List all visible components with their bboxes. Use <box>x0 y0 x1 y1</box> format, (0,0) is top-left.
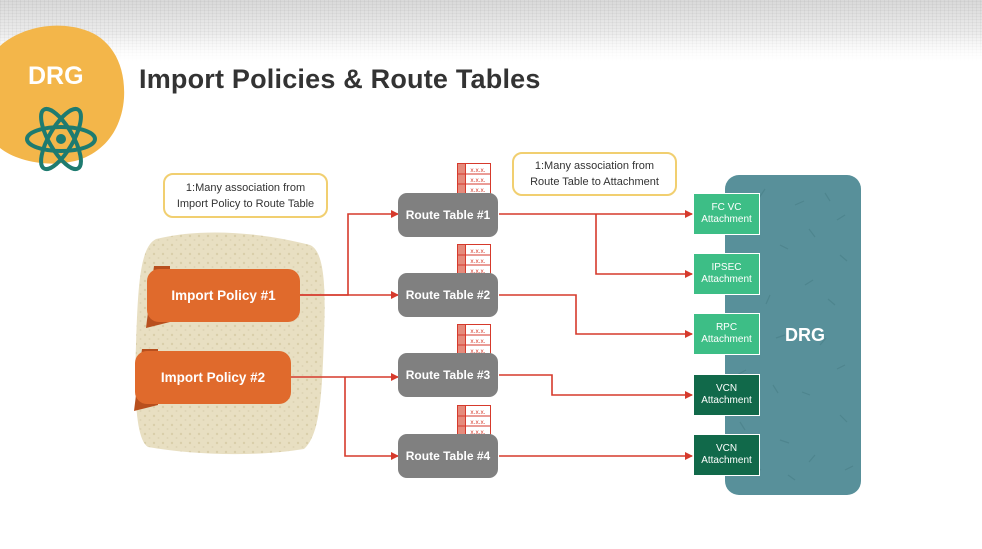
table-cell-text: x.x.x. <box>470 348 485 355</box>
callout-line: 1:Many association from <box>534 160 655 172</box>
attachment-type: IPSEC <box>711 262 742 273</box>
route-table-3[interactable]: Route Table #3 <box>398 353 498 397</box>
attachment-word: Attachment <box>701 395 752 406</box>
drg-label: DRG <box>785 325 825 345</box>
atom-icon <box>25 106 97 172</box>
callout-line: Route Table to Attachment <box>530 176 659 188</box>
callout-line: Import Policy to Route Table <box>176 197 315 210</box>
table-cell-text: x.x.x. <box>470 429 485 436</box>
attachment-fc-vc[interactable]: FC VC Attachment <box>693 193 760 235</box>
import-policy-1[interactable]: Import Policy #1 <box>147 269 300 322</box>
attachment-type: VCN <box>715 443 738 454</box>
arrow-rt2-rpc <box>499 294 693 338</box>
header-texture <box>0 0 982 62</box>
attachment-word: Attachment <box>701 455 752 466</box>
table-cell-text: x.x.x. <box>470 409 485 416</box>
arrow-policy1-rt1 <box>300 210 399 296</box>
table-icon: x.x.x. x.x.x. x.x.x. <box>457 405 491 437</box>
arrow-rt1-ipsec <box>595 214 693 278</box>
attachment-word: Attachment <box>701 214 752 225</box>
table-cell-text: x.x.x. <box>470 328 485 335</box>
attachment-vcn-1[interactable]: VCN Attachment <box>693 374 760 416</box>
route-table-2[interactable]: Route Table #2 <box>398 273 498 317</box>
arrow-rt3-vcn <box>499 374 693 399</box>
route-table-4[interactable]: Route Table #4 <box>398 434 498 478</box>
table-cell-text: x.x.x. <box>470 258 485 265</box>
attachment-type: RPC <box>715 322 738 333</box>
table-cell-text: x.x.x. <box>470 177 485 184</box>
arrow-policy2-rt4 <box>344 377 399 460</box>
table-cell-text: x.x.x. <box>470 167 485 174</box>
attachment-type: VCN <box>715 383 738 394</box>
table-cell-text: x.x.x. <box>470 187 485 194</box>
attachment-rpc[interactable]: RPC Attachment <box>693 313 760 355</box>
route-table-1[interactable]: Route Table #1 <box>398 193 498 237</box>
logo-text: DRG <box>28 62 84 90</box>
import-policy-2[interactable]: Import Policy #2 <box>135 351 291 404</box>
table-icon: x.x.x. x.x.x. x.x.x. <box>457 244 491 276</box>
table-icon: x.x.x. x.x.x. x.x.x. <box>457 163 491 195</box>
table-cell-text: x.x.x. <box>470 419 485 426</box>
callout-line: 1:Many association from <box>185 181 306 194</box>
attachment-vcn-2[interactable]: VCN Attachment <box>693 434 760 476</box>
callout-policy-to-route-table: 1:Many association from Import Policy to… <box>163 173 328 218</box>
attachment-type: FC VC <box>711 202 742 213</box>
attachment-word: Attachment <box>701 274 752 285</box>
logo-blob <box>0 25 125 164</box>
attachment-ipsec[interactable]: IPSEC Attachment <box>693 253 760 295</box>
table-icon: x.x.x. x.x.x. x.x.x. <box>457 324 491 356</box>
table-cell-text: x.x.x. <box>470 338 485 345</box>
page-title: Import Policies & Route Tables <box>139 64 541 94</box>
table-cell-text: x.x.x. <box>470 248 485 255</box>
table-cell-text: x.x.x. <box>470 268 485 275</box>
attachment-word: Attachment <box>701 334 752 345</box>
callout-route-table-to-attachment: 1:Many association from Route Table to A… <box>512 152 677 196</box>
